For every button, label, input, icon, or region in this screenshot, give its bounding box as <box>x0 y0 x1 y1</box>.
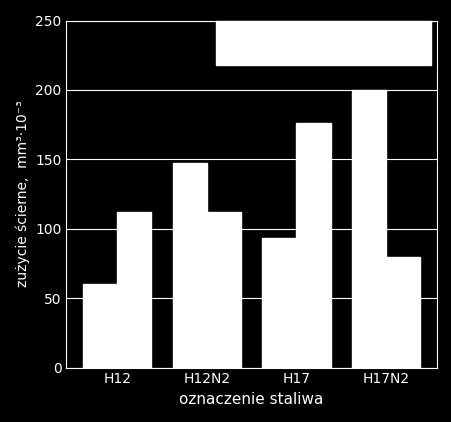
Bar <box>117 212 151 368</box>
Bar <box>385 257 419 368</box>
Bar <box>172 163 207 368</box>
Bar <box>296 123 330 368</box>
Y-axis label: zużycie ścierne,  mm³·10⁻³: zużycie ścierne, mm³·10⁻³ <box>15 101 29 287</box>
Bar <box>351 90 385 368</box>
Bar <box>207 212 240 368</box>
X-axis label: oznaczenie staliwa: oznaczenie staliwa <box>179 392 323 407</box>
Bar <box>262 238 296 368</box>
FancyBboxPatch shape <box>215 21 430 65</box>
Bar <box>83 284 117 368</box>
